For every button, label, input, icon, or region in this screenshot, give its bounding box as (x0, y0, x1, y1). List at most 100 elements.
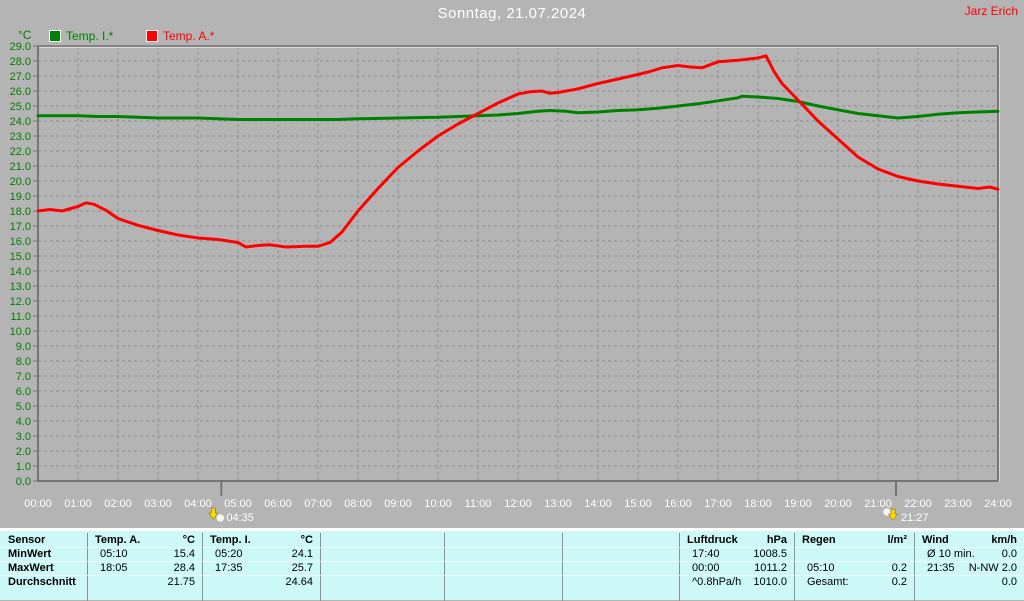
table-row-separator (0, 575, 1024, 576)
svg-text:8.0: 8.0 (16, 356, 31, 368)
cell-luftdruck-time-1: 00:00 (692, 562, 720, 574)
row-label-durchschnitt: Durchschnitt (8, 576, 76, 588)
svg-text:23.0: 23.0 (10, 131, 31, 143)
svg-text:0.0: 0.0 (16, 476, 31, 488)
cell-wind-time-0: Ø 10 min. (927, 548, 975, 560)
svg-text:10.0: 10.0 (10, 326, 31, 338)
svg-text:3.0: 3.0 (16, 431, 31, 443)
cell-wind-value-1: N-NW 2.0 (968, 562, 1017, 574)
x-axis-labels: 00:00 01:00 02:00 03:00 04:00 05:00 06:00 07:00… (24, 498, 1012, 510)
svg-text:25.0: 25.0 (10, 101, 31, 113)
svg-text:29.0: 29.0 (10, 41, 31, 53)
col-unit-temp-i: °C (300, 534, 313, 546)
author-name: Jarz Erich (964, 4, 1018, 18)
svg-text:5.0: 5.0 (16, 401, 31, 413)
svg-text:03:00: 03:00 (144, 498, 172, 510)
cell-temp-i-time-1: 17:35 (215, 562, 243, 574)
svg-text:00:00: 00:00 (24, 498, 52, 510)
svg-text:24.0: 24.0 (10, 116, 31, 128)
svg-text:20.0: 20.0 (10, 176, 31, 188)
table-column-separator (914, 533, 915, 601)
series-line-temp-a (36, 54, 1000, 249)
chart-frame (37, 45, 1000, 482)
row-label-sensor: Sensor (8, 534, 46, 546)
page-title: Sonntag, 21.07.2024 (437, 5, 587, 22)
cell-regen-time-2: Gesamt: (807, 576, 849, 588)
sunrise-time-label: 04:35 (226, 512, 254, 524)
cell-luftdruck-value-1: 1011.2 (754, 562, 787, 574)
cell-luftdruck-time-2: ^0.8hPa/h (692, 576, 742, 588)
col-header-luftdruck: Luftdruck (687, 534, 738, 546)
col-header-temp-a: Temp. A. (95, 534, 141, 546)
table-column-separator (87, 533, 88, 601)
legend-swatch-temp-i (49, 30, 61, 42)
stats-table: Sensor MinWert MaxWert Durchschnitt Temp. A.… (0, 528, 1024, 601)
cell-temp-i-time-0: 05:20 (215, 548, 243, 560)
svg-text:20:00: 20:00 (824, 498, 852, 510)
legend-label-temp-i: Temp. I.* (66, 29, 114, 43)
legend-label-temp-a: Temp. A.* (163, 29, 215, 43)
col-unit-regen: l/m² (887, 534, 907, 546)
svg-text:16:00: 16:00 (664, 498, 692, 510)
table-column-separator (202, 533, 203, 601)
cell-temp-i-value-0: 24.1 (291, 548, 313, 560)
svg-text:02:00: 02:00 (104, 498, 132, 510)
svg-text:19.0: 19.0 (10, 191, 31, 203)
svg-text:7.0: 7.0 (16, 371, 31, 383)
cell-temp-a-value-2: 21.75 (167, 576, 195, 588)
svg-text:10:00: 10:00 (424, 498, 452, 510)
svg-text:12.0: 12.0 (10, 296, 31, 308)
col-unit-temp-a: °C (182, 534, 195, 546)
legend-swatch-temp-a (146, 30, 158, 42)
cell-luftdruck-value-2: 1010.0 (753, 576, 787, 588)
col-header-wind: Wind (922, 534, 949, 546)
svg-text:21.0: 21.0 (10, 161, 31, 173)
svg-text:19:00: 19:00 (784, 498, 812, 510)
svg-text:14.0: 14.0 (10, 266, 31, 278)
cell-wind-value-0: 0.0 (1001, 548, 1017, 560)
col-unit-wind: km/h (991, 534, 1017, 546)
svg-text:23:00: 23:00 (944, 498, 972, 510)
svg-text:21:00: 21:00 (864, 498, 892, 510)
svg-text:18:00: 18:00 (744, 498, 772, 510)
svg-text:13:00: 13:00 (544, 498, 572, 510)
svg-text:04:00: 04:00 (184, 498, 212, 510)
row-label-minwert: MinWert (8, 548, 52, 560)
sunrise-marker: 04:35 (208, 481, 254, 524)
svg-text:06:00: 06:00 (264, 498, 292, 510)
svg-text:27.0: 27.0 (10, 71, 31, 83)
svg-text:12:00: 12:00 (504, 498, 532, 510)
col-header-regen: Regen (802, 534, 836, 546)
cell-temp-a-time-0: 05:10 (100, 548, 128, 560)
chart-grid (38, 46, 998, 481)
svg-text:07:00: 07:00 (304, 498, 332, 510)
col-header-temp-i: Temp. I. (210, 534, 251, 546)
svg-text:28.0: 28.0 (10, 56, 31, 68)
cell-temp-a-time-1: 18:05 (100, 562, 128, 574)
cell-wind-value-2: 0.0 (1001, 576, 1017, 588)
svg-text:05:00: 05:00 (224, 498, 252, 510)
table-column-separator (320, 533, 321, 601)
cell-temp-i-value-2: 24.64 (285, 576, 313, 588)
svg-text:08:00: 08:00 (344, 498, 372, 510)
svg-text:22.0: 22.0 (10, 146, 31, 158)
cell-regen-time-1: 05:10 (807, 562, 835, 574)
svg-text:11.0: 11.0 (10, 311, 31, 323)
cell-luftdruck-time-0: 17:40 (692, 548, 720, 560)
table-column-separator (444, 533, 445, 601)
table-column-separator (679, 533, 680, 601)
svg-text:17:00: 17:00 (704, 498, 732, 510)
svg-text:13.0: 13.0 (10, 281, 31, 293)
table-row-separator (0, 561, 1024, 562)
cell-luftdruck-value-0: 1008.5 (753, 548, 787, 560)
svg-text:1.0: 1.0 (16, 461, 31, 473)
svg-text:14:00: 14:00 (584, 498, 612, 510)
svg-text:11:00: 11:00 (465, 498, 492, 510)
svg-text:17.0: 17.0 (10, 221, 31, 233)
table-column-separator (794, 533, 795, 601)
cell-wind-time-1: 21:35 (927, 562, 955, 574)
cell-temp-i-value-1: 25.7 (291, 562, 313, 574)
svg-text:24:00: 24:00 (984, 498, 1012, 510)
svg-text:4.0: 4.0 (16, 416, 31, 428)
svg-text:6.0: 6.0 (16, 386, 31, 398)
